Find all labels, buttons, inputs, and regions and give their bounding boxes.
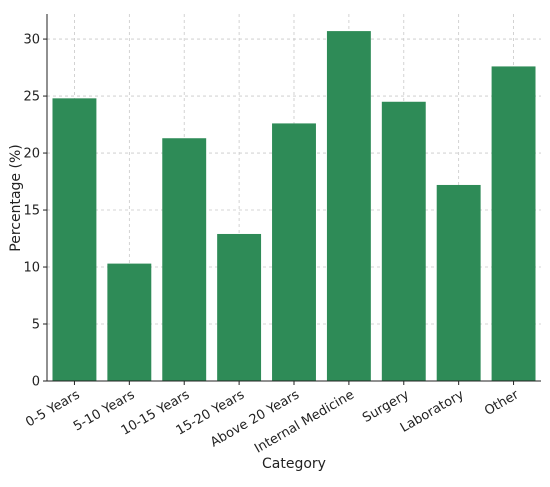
y-tick-label: 20 [23,147,40,162]
bar [162,138,207,381]
x-tick-label: Other [482,387,522,419]
bar [107,263,152,381]
y-tick-label: 0 [32,375,40,390]
y-tick-label: 15 [23,204,40,219]
bar [272,123,316,382]
x-axis-label: Category [262,456,326,472]
bar [491,66,536,381]
bar [217,233,262,381]
bar [326,31,371,381]
bar [52,98,97,381]
y-tick-label: 25 [23,90,40,105]
y-axis-label: Percentage (%) [8,144,24,251]
bar [436,184,481,381]
y-ticks: 0 5 10 15 20 25 30 [23,33,47,390]
bars [52,31,536,382]
y-tick-label: 10 [23,261,40,276]
bar [381,101,426,382]
y-tick-label: 30 [23,33,40,48]
y-tick-label: 5 [32,318,40,333]
x-tick-label: Internal Medicine [252,387,357,456]
